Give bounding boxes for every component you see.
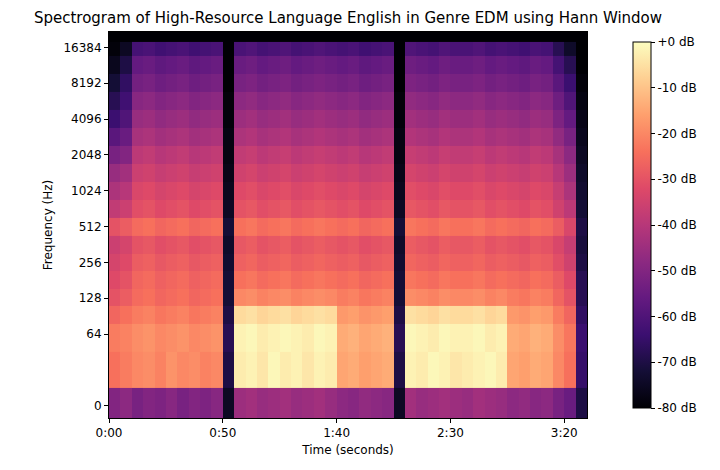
svg-text:Time (seconds): Time (seconds) xyxy=(301,443,394,457)
svg-text:-70 dB: -70 dB xyxy=(657,355,696,369)
svg-text:8192: 8192 xyxy=(71,76,102,90)
svg-text:0: 0 xyxy=(94,399,102,413)
svg-text:-20 dB: -20 dB xyxy=(657,127,696,141)
svg-text:256: 256 xyxy=(79,256,102,270)
svg-text:-60 dB: -60 dB xyxy=(657,310,696,324)
svg-text:128: 128 xyxy=(79,291,102,305)
svg-text:4096: 4096 xyxy=(71,112,102,126)
svg-text:2:30: 2:30 xyxy=(437,426,464,440)
svg-text:3:20: 3:20 xyxy=(551,426,578,440)
svg-text:+0 dB: +0 dB xyxy=(657,35,694,49)
svg-text:-10 dB: -10 dB xyxy=(657,81,696,95)
svg-text:512: 512 xyxy=(79,220,102,234)
svg-text:-50 dB: -50 dB xyxy=(657,264,696,278)
svg-text:-30 dB: -30 dB xyxy=(657,172,696,186)
svg-text:Frequency (Hz): Frequency (Hz) xyxy=(41,180,55,271)
svg-text:1:40: 1:40 xyxy=(323,426,350,440)
svg-text:0:50: 0:50 xyxy=(209,426,236,440)
svg-text:Spectrogram of High-Resource L: Spectrogram of High-Resource Language En… xyxy=(34,9,662,27)
svg-text:16384: 16384 xyxy=(63,41,101,55)
svg-text:64: 64 xyxy=(86,327,101,341)
svg-text:-40 dB: -40 dB xyxy=(657,218,696,232)
svg-text:1024: 1024 xyxy=(71,184,102,198)
svg-text:-80 dB: -80 dB xyxy=(657,401,696,415)
svg-text:2048: 2048 xyxy=(71,148,102,162)
svg-text:0:00: 0:00 xyxy=(96,426,123,440)
